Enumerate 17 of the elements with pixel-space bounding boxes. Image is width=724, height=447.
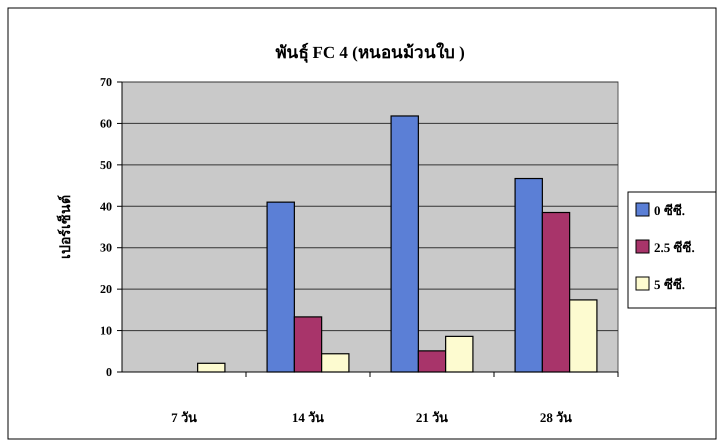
x-tick-label: 14 วัน [292,410,324,425]
y-tick-label: 40 [100,199,112,214]
chart-title: พันธุ์ FC 4 (หนอนม้วนใบ ) [275,42,465,63]
y-tick-label: 60 [100,116,112,130]
y-tick-label: 30 [100,240,112,255]
legend-label: 2.5 ซีซี. [654,240,695,255]
y-tick-label: 20 [100,282,112,296]
y-tick-label: 50 [100,158,112,172]
y-axis-title: เปอร์เซ็นต์ [56,195,74,259]
x-tick-label: 28 วัน [540,410,572,425]
x-tick-label: 7 วัน [171,410,197,425]
y-tick-label: 70 [100,75,112,89]
x-tick-label: 21 วัน [416,410,448,425]
legend-label: 0 ซีซี. [654,203,685,218]
legend-label: 5 ซีซี. [654,277,685,292]
y-tick-label: 0 [106,365,112,379]
y-tick-label: 10 [100,324,112,338]
